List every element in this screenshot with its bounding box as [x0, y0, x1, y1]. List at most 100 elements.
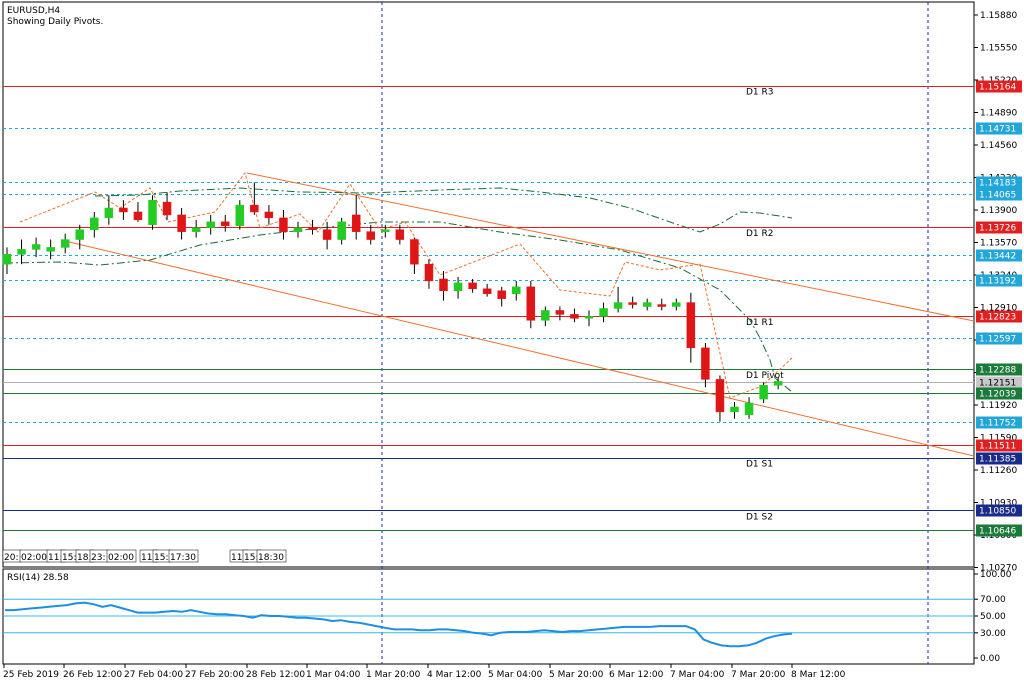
time-overlay-label: 02:00	[108, 553, 134, 563]
price-tag-label: 1.15164	[979, 83, 1016, 93]
price-tag-dotted	[976, 416, 1022, 429]
price-tag-label: 1.12039	[979, 390, 1016, 400]
time-tick-label: 5 Mar 04:00	[488, 670, 543, 680]
candle-body	[17, 249, 26, 255]
candle	[410, 237, 419, 275]
candle	[221, 214, 230, 232]
price-tag-dotted	[976, 332, 1022, 345]
time-overlay-label: 23:	[91, 553, 105, 563]
candle	[613, 286, 623, 313]
rsi-tick-label: 100.00	[980, 570, 1012, 580]
time-tick-label: 26 Feb 12:00	[63, 670, 122, 680]
price-tag-label: 1.13442	[979, 252, 1016, 262]
time-overlay-labels: 20: 02:00 11: 15: 18: 23: 02:00 11:15: 17:30 11:1…	[2, 549, 287, 563]
lower-trendline	[64, 240, 975, 457]
candle-body	[526, 286, 536, 321]
candle	[293, 221, 303, 238]
candle	[730, 402, 739, 419]
time-overlay-label: 15:	[244, 553, 258, 563]
candle-body	[264, 211, 274, 219]
time-tick-label: 7 Mar 04:00	[670, 670, 725, 680]
candle-body	[468, 282, 477, 290]
rsi-axis: 100.00 70.00 50.00 30.00 0.00	[974, 570, 1012, 664]
candle	[759, 382, 768, 404]
candle	[541, 306, 550, 327]
price-tag-label: 1.12151	[979, 379, 1016, 389]
candle-body	[759, 385, 768, 400]
candle-body	[46, 247, 55, 252]
candle	[351, 195, 361, 240]
candle	[104, 195, 114, 225]
time-overlay-label: 11:	[231, 553, 245, 563]
candle-body	[599, 308, 608, 317]
candle-body	[453, 282, 463, 292]
candle-body	[657, 304, 666, 307]
time-tick-label: 4 Mar 12:00	[427, 670, 482, 680]
price-tag-resistance	[976, 221, 1022, 234]
candle	[715, 375, 725, 422]
time-tick-label: 5 Mar 20:00	[549, 670, 604, 680]
time-overlay-label: 11:	[141, 553, 155, 563]
price-tag-pivot	[976, 363, 1022, 376]
price-tick-label: 1.14890	[980, 109, 1017, 119]
candle	[773, 377, 783, 390]
candle	[17, 239, 26, 265]
candle	[46, 239, 55, 260]
candle	[322, 221, 332, 250]
ma-upper	[94, 187, 793, 233]
candle	[308, 219, 317, 235]
candle-body	[686, 302, 696, 349]
candle	[453, 276, 463, 299]
candle	[337, 217, 346, 245]
time-overlay-label: 11:	[48, 553, 62, 563]
time-tick-label: 28 Feb 12:00	[246, 670, 305, 680]
candle	[555, 306, 565, 321]
candle	[381, 224, 390, 238]
pivot-label: D1 R1	[746, 318, 774, 328]
candle	[599, 302, 608, 323]
price-tag-label: 1.10850	[979, 507, 1016, 517]
price-tick-label: 1.12910	[980, 304, 1017, 314]
candle	[439, 271, 448, 301]
price-tick-label: 1.15550	[980, 44, 1017, 54]
candle-body	[162, 201, 172, 216]
candle-body	[512, 286, 521, 294]
price-tick-label: 1.14560	[980, 141, 1017, 151]
price-tick-label: 1.11920	[980, 401, 1017, 411]
candle	[672, 298, 681, 311]
rsi-levels	[3, 598, 974, 634]
candle-body	[395, 229, 405, 240]
price-tag-dotted	[976, 188, 1022, 201]
candle-body	[351, 214, 361, 232]
price-tag-resistance	[976, 439, 1022, 452]
candle-body	[366, 231, 375, 240]
price-tag-support	[976, 452, 1022, 465]
candle	[119, 200, 128, 220]
candle-body	[221, 221, 230, 227]
indicator-subtitle: Showing Daily Pivots.	[7, 17, 103, 27]
price-axis-tags: 1.15164 1.14731 1.14183 1.14065 1.13726 1.134…	[976, 80, 1022, 537]
price-tag-support	[976, 504, 1022, 517]
candle-body	[206, 221, 215, 228]
price-tag-dotted	[976, 274, 1022, 287]
candle	[482, 283, 492, 297]
candle-body	[75, 229, 84, 240]
time-overlay-label: 18:30	[258, 553, 284, 563]
pivot-label: D1 R2	[746, 229, 774, 239]
price-tag-label: 1.11752	[979, 419, 1016, 429]
price-panel[interactable]	[2, 1, 975, 568]
zigzag-fractal	[19, 171, 793, 399]
candle	[250, 182, 259, 215]
candle-body	[133, 211, 143, 221]
candle	[31, 237, 41, 258]
rsi-title: RSI(14) 28.58	[7, 573, 69, 583]
candle-body	[148, 199, 157, 226]
pivot-level-labels: D1 R3 D1 R2 D1 R1 D1 Pivot D1 S1 D1 S2	[746, 88, 784, 523]
candle-body	[293, 227, 303, 232]
candle	[177, 208, 186, 240]
time-tick-label: 6 Mar 12:00	[609, 670, 664, 680]
candle-body	[381, 229, 390, 232]
time-axis: 25 Feb 2019 26 Feb 12:00 27 Feb 04:00 27 Fe…	[3, 664, 846, 680]
price-tag-label: 1.12288	[979, 366, 1016, 376]
